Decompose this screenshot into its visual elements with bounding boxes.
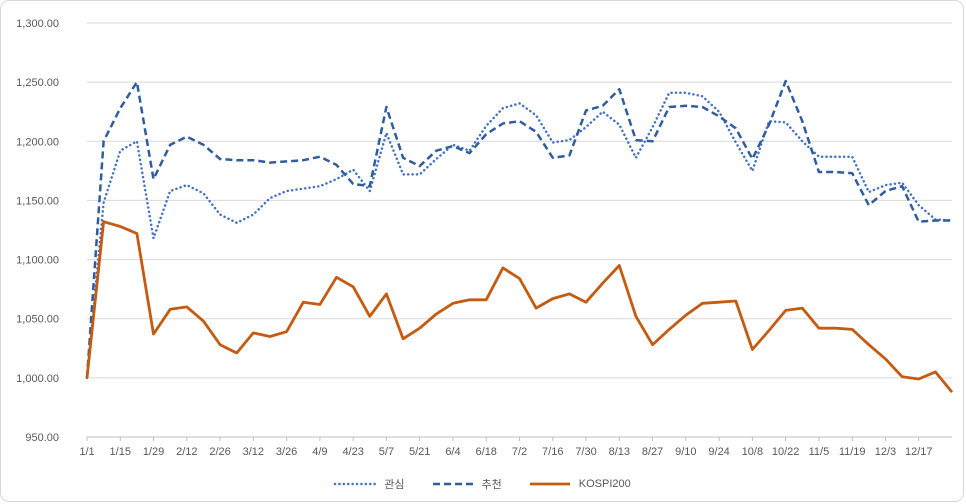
x-axis-label: 6/18: [476, 446, 497, 458]
x-axis-label: 10/8: [742, 446, 763, 458]
legend-swatch-interest: [334, 482, 377, 486]
legend-swatch-kospi200: [529, 482, 570, 486]
x-axis-label: 2/12: [176, 446, 197, 458]
series-line-recommend[interactable]: [85, 79, 952, 378]
x-axis-labels: 1/1 1/15 1/29 2/12 2/26 3/12 3/26 4/9 4/23 5/7 5/2…: [79, 437, 932, 458]
x-axis-label: 4/23: [342, 446, 363, 458]
x-axis-label: 5/7: [379, 446, 394, 458]
series-line-kospi200[interactable]: [85, 220, 954, 393]
legend-item-kospi200[interactable]: KOSPI200: [528, 478, 631, 490]
x-axis-label: 5/21: [409, 446, 430, 458]
legend-label-recommend: 추천: [481, 479, 502, 491]
legend-swatch-recommend: [432, 482, 473, 486]
y-axis-label: 1,250.00: [16, 77, 59, 89]
legend-label-kospi200: KOSPI200: [578, 478, 631, 490]
x-axis-label: 1/29: [143, 446, 164, 458]
x-axis-label: 11/5: [809, 446, 830, 458]
x-axis-label: 2/26: [209, 446, 230, 458]
y-axis-labels: 950.00 1,000.00 1,050.00 1,100.00 1,150.00 1,…: [16, 18, 59, 444]
x-axis-label: 6/4: [445, 446, 460, 458]
x-axis-label: 9/10: [675, 446, 696, 458]
y-axis-label: 1,150.00: [16, 195, 59, 207]
y-axis-label: 1,300.00: [16, 18, 59, 30]
x-axis-label: 7/16: [542, 446, 563, 458]
x-axis-label: 11/19: [839, 446, 866, 458]
x-axis-label: 1/1: [79, 446, 94, 458]
y-axis-label: 1,200.00: [16, 136, 59, 148]
x-axis-label: 12/17: [905, 446, 933, 458]
x-axis-label: 7/30: [575, 446, 596, 458]
y-axis-label: 950.00: [25, 432, 59, 444]
x-axis-label: 8/27: [642, 446, 663, 458]
x-axis-label: 1/15: [110, 446, 131, 458]
x-axis-label: 12/3: [875, 446, 896, 458]
legend-item-interest[interactable]: 관심: [333, 476, 405, 492]
x-axis-label: 7/2: [512, 446, 527, 458]
chart-legend: 관심 추천 KOSPI200: [1, 468, 963, 500]
y-axis-label: 1,000.00: [16, 373, 59, 385]
series-line-interest[interactable]: [85, 91, 954, 380]
x-axis-label: 3/26: [276, 446, 297, 458]
x-axis-label: 8/13: [609, 446, 630, 458]
gridlines: [87, 22, 952, 438]
x-axis-label: 10/22: [772, 446, 800, 458]
legend-label-interest: 관심: [384, 479, 405, 491]
y-axis-label: 1,100.00: [16, 255, 59, 267]
x-axis-label: 9/24: [708, 446, 729, 458]
legend-item-recommend[interactable]: 추천: [431, 476, 502, 492]
x-axis-label: 4/9: [312, 446, 327, 458]
x-axis-label: 3/12: [243, 446, 264, 458]
y-axis-label: 1,050.00: [16, 314, 59, 326]
